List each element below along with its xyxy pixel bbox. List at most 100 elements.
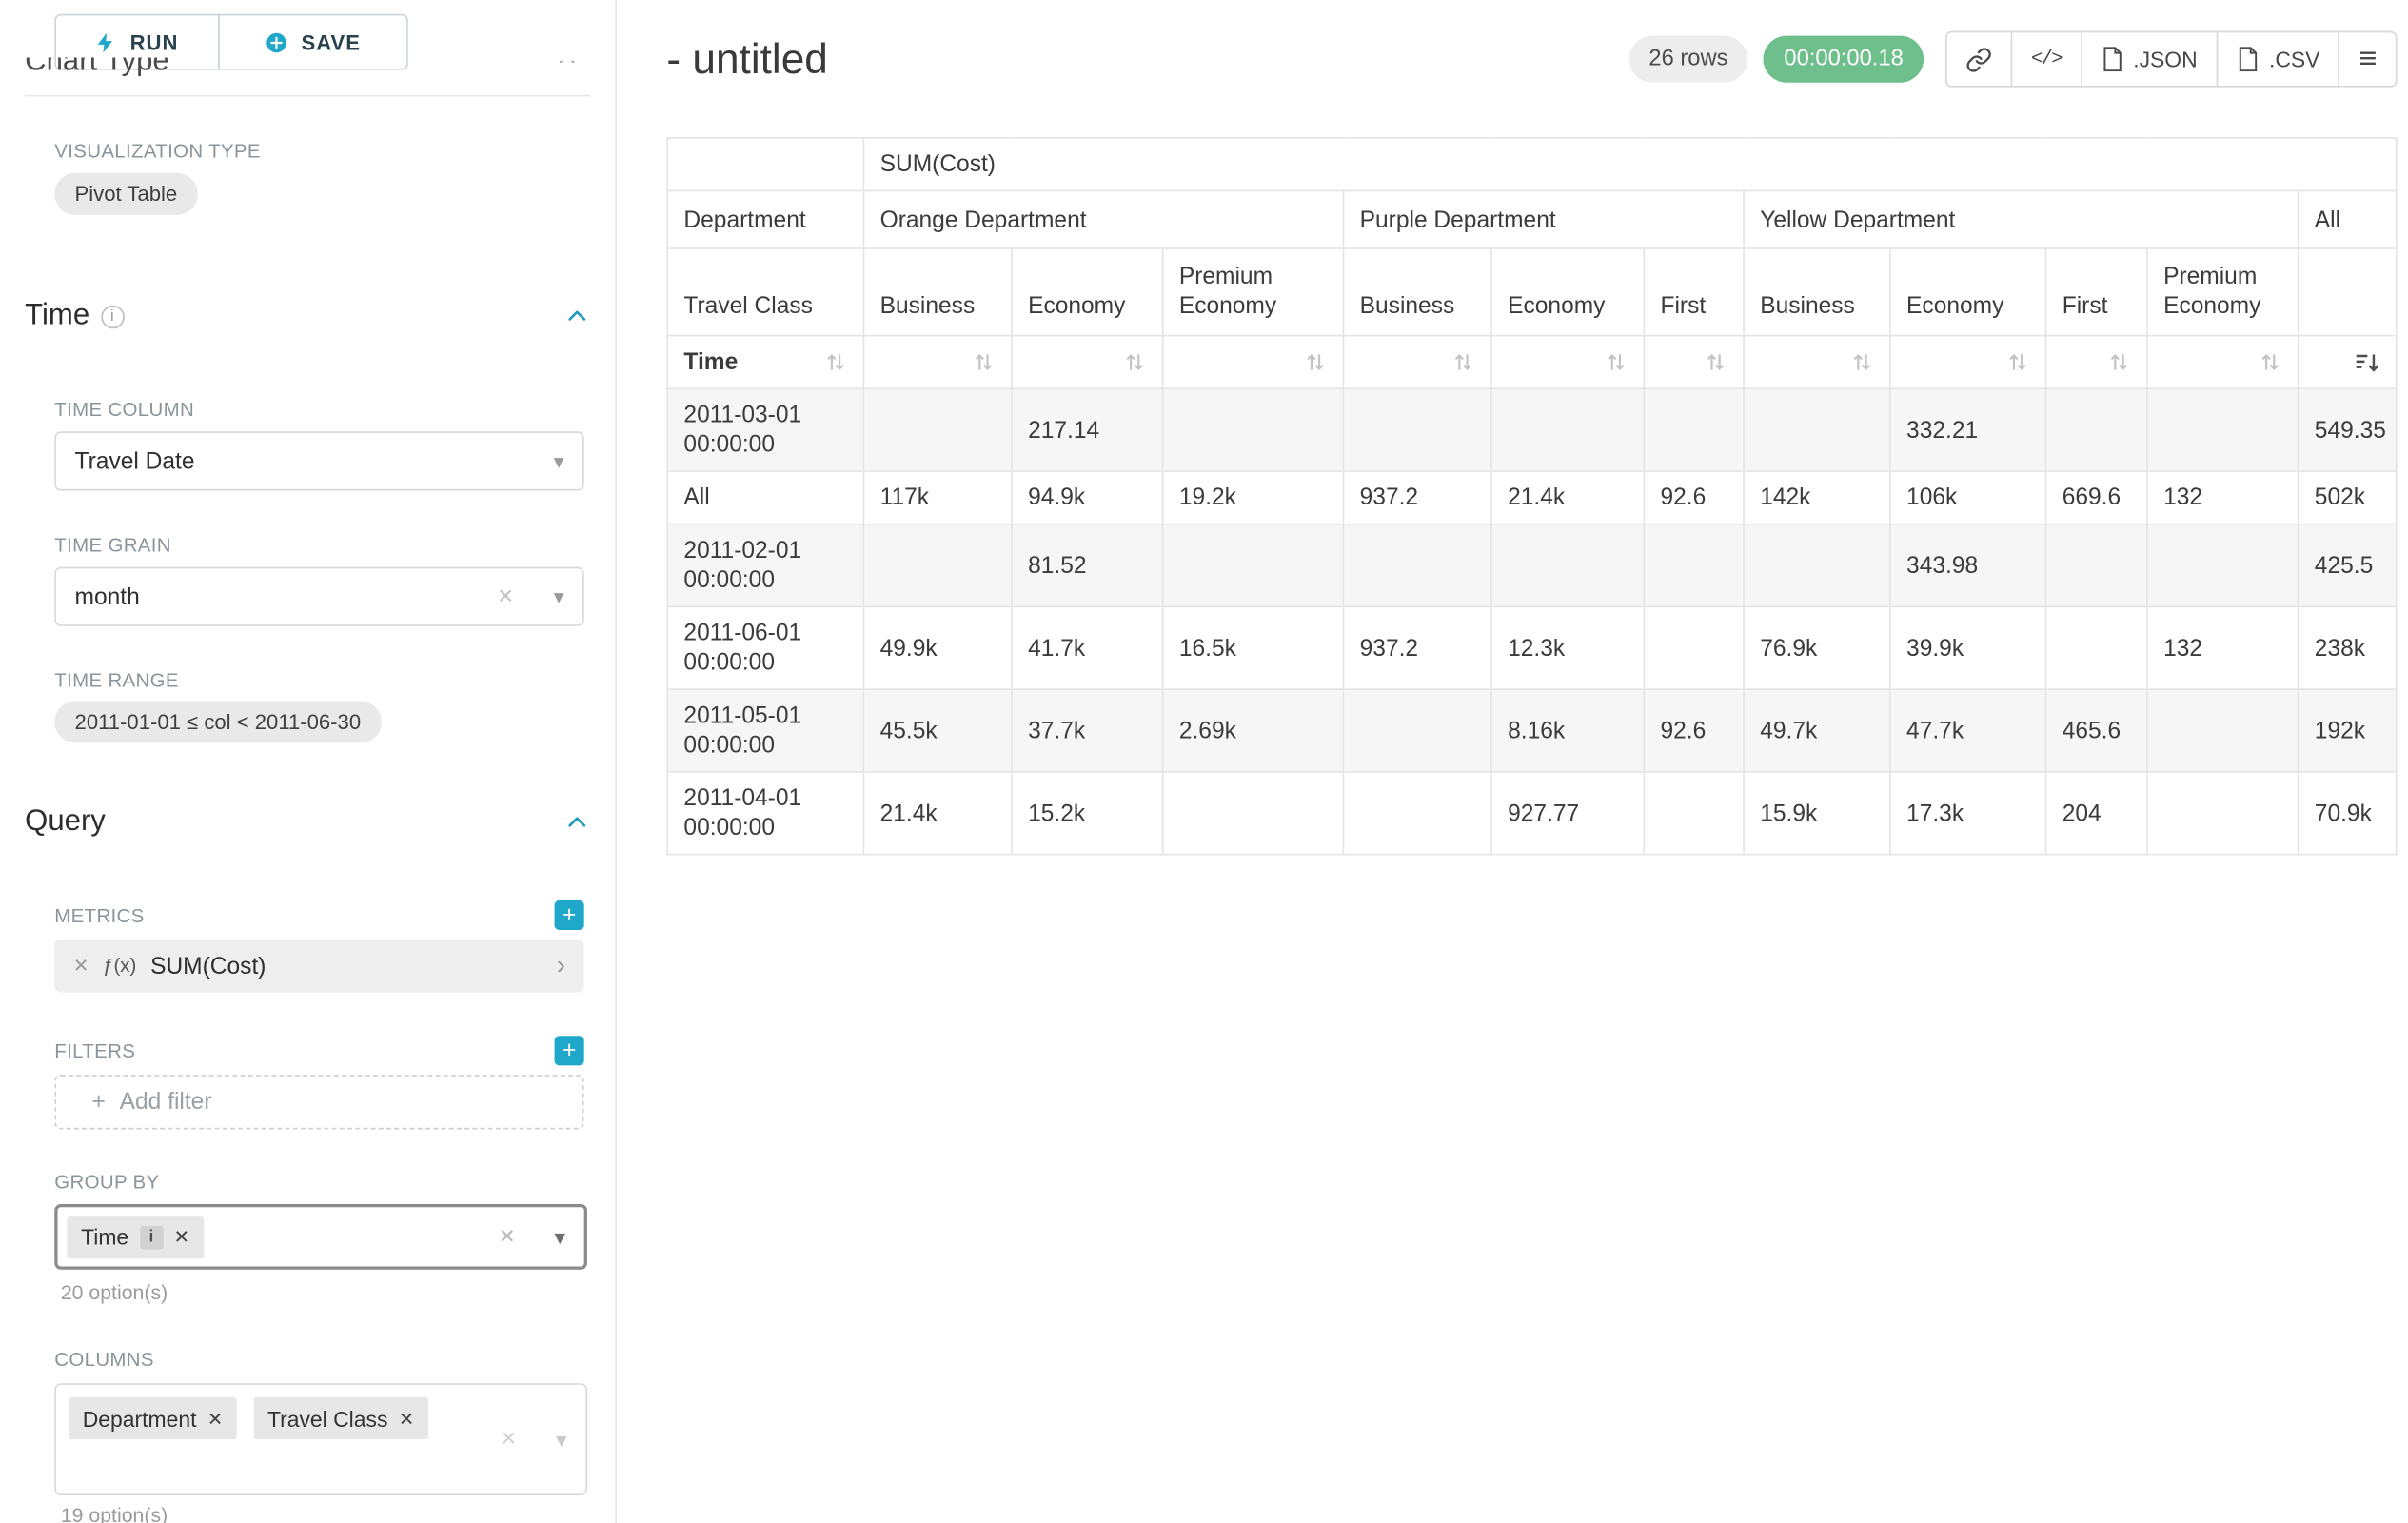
chart-header: - untitled 26 rows 00:00:00.18 </> .JSON [666, 28, 2398, 89]
time-grain-value: month [74, 583, 140, 610]
hamburger-menu-icon: ≡ [2359, 42, 2378, 77]
sort-icon[interactable] [2006, 350, 2030, 374]
columns-chip[interactable]: Department ✕ [69, 1396, 238, 1440]
pivot-cell: 465.6 [2044, 688, 2148, 773]
chart-title[interactable]: - untitled [666, 34, 828, 82]
pivot-cell: 94.9k [1011, 470, 1164, 525]
chip-label: Department [82, 1405, 197, 1432]
pivot-cell [1643, 605, 1745, 690]
pivot-cell: 76.9k [1743, 605, 1891, 690]
pivot-table: SUM(Cost) Department Orange Department Purp… [666, 137, 2398, 856]
pivot-row-header: 2011-04-01 00:00:00 [666, 771, 865, 856]
pivot-cell: 21.4k [1490, 470, 1646, 525]
pivot-sort-cell [1743, 334, 1891, 390]
chart-header-actions: 26 rows 00:00:00.18 </> .JSON . [1628, 30, 2398, 88]
menu-button[interactable]: ≡ [2339, 30, 2398, 88]
pivot-sort-cell [1161, 334, 1345, 390]
file-icon [2102, 47, 2122, 72]
sort-icon[interactable] [972, 350, 996, 374]
pivot-cell: 49.9k [862, 605, 1013, 690]
sort-desc-icon[interactable] [2354, 349, 2380, 374]
visualization-type-label: VISUALIZATION TYPE [54, 140, 261, 163]
chevron-down-icon: ▾ [553, 584, 564, 609]
pivot-cell [1643, 387, 1745, 472]
pivot-cell: 142k [1743, 470, 1891, 525]
close-icon[interactable]: ✕ [398, 1407, 415, 1430]
export-csv-button[interactable]: .CSV [2216, 30, 2340, 88]
add-metric-button[interactable]: + [554, 900, 584, 930]
view-query-button[interactable]: </> [2010, 30, 2082, 88]
sort-icon[interactable] [824, 350, 848, 374]
sort-icon[interactable] [1304, 350, 1328, 374]
time-column-select[interactable]: Travel Date ▾ [54, 431, 584, 491]
pivot-cell [1161, 523, 1345, 608]
pivot-col-header: Economy [1490, 247, 1646, 337]
time-range-value[interactable]: 2011-01-01 ≤ col < 2011-06-30 [54, 701, 382, 743]
add-filter-plus-button[interactable]: + [554, 1036, 584, 1066]
export-json-label: .JSON [2133, 47, 2198, 72]
pivot-row-header: 2011-02-01 00:00:00 [666, 523, 865, 608]
pivot-cell: 92.6 [1643, 688, 1745, 773]
pivot-col-header: First [2044, 247, 2148, 337]
sort-icon[interactable] [1704, 350, 1727, 374]
close-icon[interactable]: ✕ [173, 1225, 190, 1248]
chevron-up-icon[interactable] [563, 810, 590, 835]
pivot-cell: 8.16k [1490, 688, 1646, 773]
pivot-corner-cell [666, 137, 865, 192]
pivot-cell: 343.98 [1889, 523, 2047, 608]
sort-icon[interactable] [1605, 350, 1628, 374]
pivot-cell: 17.3k [1889, 771, 2047, 856]
pivot-cell: 12.3k [1490, 605, 1646, 690]
visualization-type-value[interactable]: Pivot Table [54, 172, 198, 215]
pivot-cell: 238k [2297, 605, 2398, 690]
pivot-cell [2044, 605, 2148, 690]
close-icon[interactable]: ✕ [498, 1224, 516, 1248]
close-icon[interactable]: ✕ [500, 1427, 518, 1451]
sort-icon[interactable] [1850, 350, 1874, 374]
group-by-select[interactable]: Time i ✕ ✕ ▾ [54, 1203, 587, 1270]
pivot-cell: 49.7k [1743, 688, 1891, 773]
time-column-label: TIME COLUMN [54, 398, 195, 421]
pivot-col-header: Business [862, 247, 1013, 337]
sort-icon[interactable] [1123, 350, 1147, 374]
file-icon [2239, 47, 2257, 72]
pivot-cell: 45.5k [862, 688, 1013, 773]
pivot-sort-row: Time [666, 334, 2398, 390]
scrolled-section-heading: Chart Type [25, 57, 169, 78]
pivot-cell [2146, 688, 2299, 773]
run-button[interactable]: RUN [54, 13, 220, 70]
pivot-cell [1490, 387, 1646, 472]
columns-options-hint: 19 option(s) [60, 1503, 168, 1523]
pivot-cell: 937.2 [1342, 605, 1492, 690]
chevron-up-icon[interactable] [563, 304, 590, 328]
share-link-button[interactable] [1944, 30, 2013, 88]
pivot-cell: 192k [2297, 688, 2398, 773]
close-icon[interactable]: ✕ [497, 583, 515, 608]
pivot-data-row: 2011-03-01 00:00:00 217.14 332.21 549.35 [666, 387, 2398, 472]
add-filter-button[interactable]: + Add filter [54, 1075, 584, 1130]
pivot-class-row: Travel Class Business Economy Premium Econo… [666, 247, 2398, 337]
pivot-data-row: 2011-05-01 00:00:00 45.5k 37.7k 2.69k 8.16k 9… [666, 688, 2398, 773]
export-json-button[interactable]: .JSON [2080, 30, 2218, 88]
pivot-cell: 425.5 [2297, 523, 2398, 608]
info-icon: i [139, 1225, 164, 1249]
close-icon[interactable]: ✕ [72, 955, 89, 978]
add-filter-label: Add filter [119, 1088, 212, 1116]
sort-icon[interactable] [2107, 350, 2131, 374]
sort-icon[interactable] [1451, 350, 1475, 374]
metric-chip[interactable]: ✕ ƒ(x) SUM(Cost) › [54, 939, 584, 993]
group-by-chip[interactable]: Time i ✕ [67, 1216, 204, 1258]
time-grain-select[interactable]: month ✕ ▾ [54, 566, 584, 626]
run-button-label: RUN [129, 30, 179, 54]
pivot-col-header: First [1643, 247, 1745, 337]
close-icon[interactable]: ✕ [207, 1407, 224, 1430]
save-button[interactable]: SAVE [218, 13, 408, 70]
pivot-cell: 204 [2044, 771, 2148, 856]
columns-select[interactable]: Department ✕ Travel Class ✕ ✕ ▾ [54, 1383, 587, 1496]
pivot-time-cell: Time [666, 334, 865, 390]
columns-chip[interactable]: Travel Class ✕ [253, 1396, 429, 1440]
pivot-time-label: Time [683, 348, 739, 376]
chevron-right-icon[interactable]: › [556, 950, 566, 980]
sort-icon[interactable] [2259, 350, 2282, 374]
